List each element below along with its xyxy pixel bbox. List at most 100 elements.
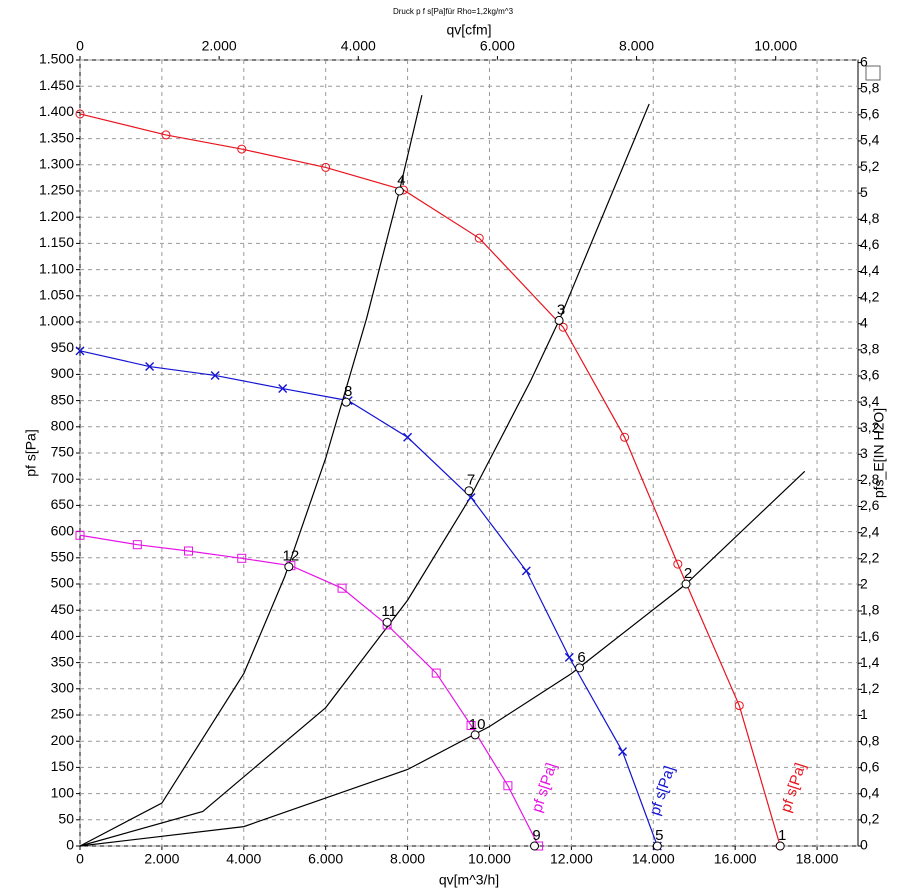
y-tick-label: 1.250 <box>39 182 74 198</box>
y-tick-label: 250 <box>51 706 75 722</box>
toolbar-icon[interactable] <box>865 65 881 81</box>
y-tick-label: 600 <box>51 522 75 538</box>
x-tick-label: 8.000 <box>390 851 425 867</box>
y2-tick-label: 2 <box>860 576 868 592</box>
y-tick-label: 1.100 <box>39 260 74 276</box>
y2-tick-label: 1,8 <box>860 602 880 618</box>
y-tick-label: 1.400 <box>39 103 74 119</box>
x2-tick-label: 10.000 <box>754 38 797 54</box>
y2-axis-label: pfs_E[IN H2O] <box>871 408 887 498</box>
point-label: 12 <box>282 548 299 565</box>
fan-curve <box>79 350 658 847</box>
marker <box>237 144 247 154</box>
operating-point <box>530 841 540 851</box>
marker <box>734 701 744 711</box>
y-tick-label: 0 <box>66 837 74 853</box>
point-label: 3 <box>557 301 565 318</box>
marker <box>75 346 85 356</box>
x-tick-label: 12.000 <box>550 851 593 867</box>
marker <box>558 322 568 332</box>
y2-tick-label: 3,6 <box>860 367 880 383</box>
x-tick-label: 6.000 <box>308 851 343 867</box>
y-tick-label: 350 <box>51 653 75 669</box>
marker <box>210 370 220 380</box>
marker <box>321 162 331 172</box>
x2-axis-label: qv[cfm] <box>446 22 491 38</box>
operating-point <box>775 841 785 851</box>
y2-tick-label: 4,4 <box>860 262 880 278</box>
operating-point <box>554 315 564 325</box>
y-tick-label: 450 <box>51 601 75 617</box>
y-axis-label: pf s[Pa] <box>23 429 39 476</box>
y-tick-label: 950 <box>51 339 75 355</box>
system-curve <box>79 470 806 847</box>
x-tick-label: 10.000 <box>468 851 511 867</box>
marker <box>237 553 247 563</box>
marker <box>75 530 85 540</box>
marker <box>184 546 194 556</box>
y2-tick-label: 2,8 <box>860 471 880 487</box>
y2-tick-label: 0 <box>860 837 868 853</box>
curve-label: pf s[Pa] <box>646 764 678 818</box>
curve-label: pf s[Pa] <box>528 761 560 815</box>
y2-tick-label: 2,2 <box>860 549 880 565</box>
y-tick-label: 1.000 <box>39 313 74 329</box>
y-tick-label: 1.350 <box>39 129 74 145</box>
y-tick-label: 550 <box>51 549 75 565</box>
marker <box>618 747 628 757</box>
y-tick-label: 200 <box>51 732 75 748</box>
operating-point <box>652 841 662 851</box>
y2-tick-label: 0,2 <box>860 811 880 827</box>
point-label: 8 <box>344 383 352 400</box>
point-label: 1 <box>778 827 786 844</box>
marker <box>75 109 85 119</box>
x2-tick-label: 8.000 <box>619 38 654 54</box>
fan-curve <box>79 534 540 847</box>
y-tick-label: 650 <box>51 496 75 512</box>
marker <box>673 559 683 569</box>
y-tick-label: 1.300 <box>39 156 74 172</box>
marker <box>620 432 630 442</box>
y-tick-label: 800 <box>51 418 75 434</box>
y2-tick-label: 0,4 <box>860 784 880 800</box>
operating-point <box>575 663 585 673</box>
y2-tick-label: 5,6 <box>860 106 880 122</box>
y-tick-label: 100 <box>51 784 75 800</box>
marker <box>161 130 171 140</box>
y2-tick-label: 3 <box>860 445 868 461</box>
marker <box>431 668 441 678</box>
y2-tick-label: 3,4 <box>860 393 880 409</box>
x-tick-label: 14.000 <box>632 851 675 867</box>
y2-tick-label: 1 <box>860 706 868 722</box>
fan-curve <box>79 113 781 847</box>
x2-tick-label: 0 <box>76 38 84 54</box>
point-label: 2 <box>684 565 692 582</box>
x-axis-label: qv[m^3/h] <box>439 872 499 888</box>
marker <box>145 362 155 372</box>
marker <box>521 566 531 576</box>
x-tick-label: 4.000 <box>226 851 261 867</box>
marker <box>337 583 347 593</box>
x-tick-label: 18.000 <box>796 851 839 867</box>
y2-tick-label: 6 <box>860 53 868 69</box>
operating-point <box>681 579 691 589</box>
y2-tick-label: 5,8 <box>860 79 880 95</box>
point-label: 7 <box>467 472 475 489</box>
y2-tick-label: 1,6 <box>860 628 880 644</box>
marker <box>503 781 513 791</box>
y-tick-label: 900 <box>51 365 75 381</box>
y-tick-label: 1.150 <box>39 234 74 250</box>
x-tick-label: 16.000 <box>714 851 757 867</box>
y2-tick-label: 5,2 <box>860 158 880 174</box>
marker <box>132 540 142 550</box>
y2-tick-label: 2,4 <box>860 523 880 539</box>
point-label: 6 <box>577 649 585 666</box>
system-curve <box>79 94 423 847</box>
y2-tick-label: 2,6 <box>860 497 880 513</box>
operating-point <box>341 397 351 407</box>
x-tick-label: 0 <box>76 851 84 867</box>
y2-tick-label: 1,2 <box>860 680 880 696</box>
y-tick-label: 850 <box>51 391 75 407</box>
y-tick-label: 1.450 <box>39 77 74 93</box>
